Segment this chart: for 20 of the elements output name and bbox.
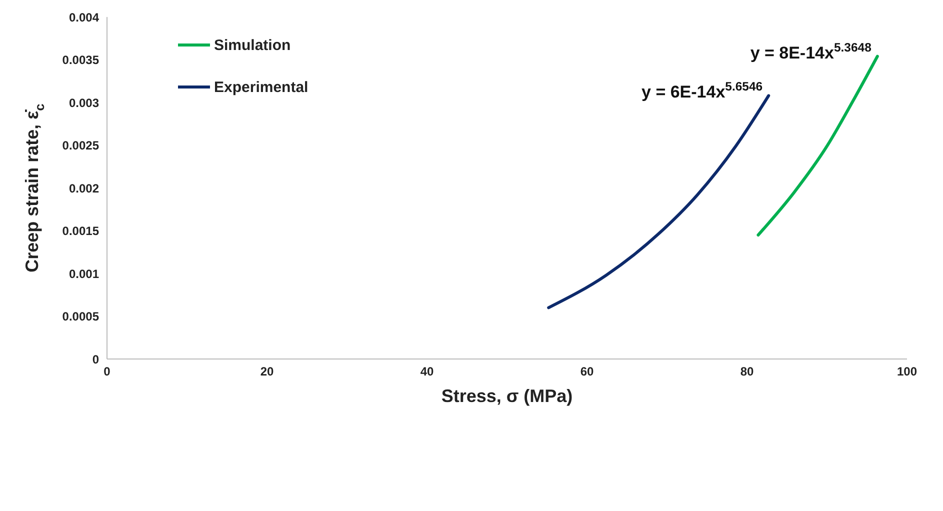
y-tick-label: 0.002 — [68, 181, 100, 196]
annotation: y = 6E-14x$^{5.6546}$ — [642, 80, 763, 102]
y-tick-label: 0.0035 — [62, 53, 100, 68]
x-tick-label: 0 — [104, 364, 111, 379]
y-tick-label: 0 — [92, 352, 100, 366]
y-tick-label: 0.0025 — [62, 138, 100, 153]
y-tick-label: 0.004 — [68, 10, 100, 24]
x-tick-label: 40 — [420, 364, 434, 379]
x-tick-label: 80 — [740, 364, 754, 379]
x-tick-label: 60 — [580, 364, 594, 379]
x-tick-label: 100 — [896, 364, 918, 379]
legend-label: Simulation — [214, 36, 291, 54]
legend-label: Experimental — [214, 78, 308, 96]
y-tick-label: 0.003 — [68, 96, 100, 110]
x-tick-label: 20 — [260, 364, 274, 379]
y-tick-label: 0.0005 — [62, 310, 100, 324]
y-tick-label: 0.0015 — [62, 224, 100, 238]
y-tick-label: 0.001 — [68, 266, 100, 281]
annotation: y = 8E-14x$^{5.3648}$ — [750, 40, 872, 62]
x-axis-title: Stress, σ (MPa) — [441, 386, 573, 406]
